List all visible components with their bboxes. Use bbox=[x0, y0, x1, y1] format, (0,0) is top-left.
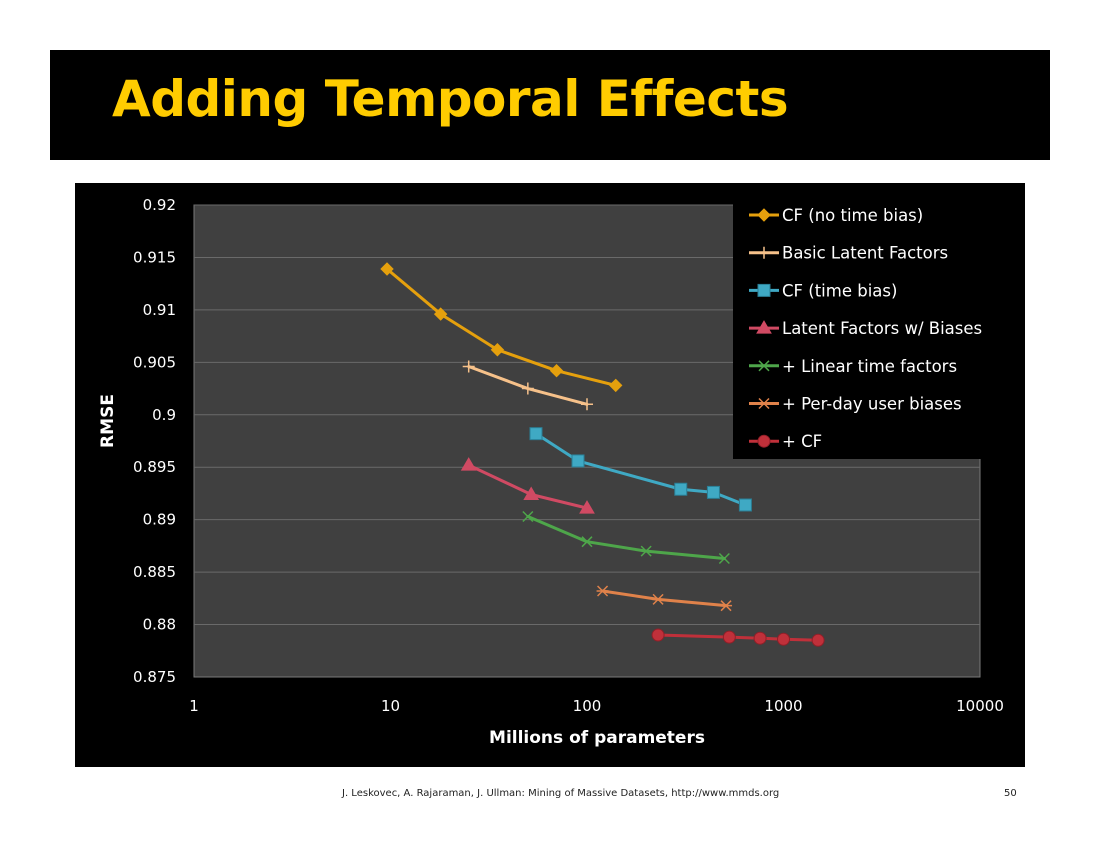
legend-marker bbox=[757, 434, 771, 448]
x-tick-label: 10 bbox=[381, 697, 400, 715]
data-point-series-3 bbox=[674, 482, 688, 496]
y-tick-label: 0.9 bbox=[152, 406, 176, 424]
legend-label: CF (no time bias) bbox=[782, 206, 923, 225]
x-tick-label: 1000 bbox=[764, 697, 802, 715]
y-tick-label: 0.91 bbox=[143, 301, 176, 319]
data-point-series-2 bbox=[462, 360, 475, 373]
chart-panel: 0.875 0.88 0.885 0.89 0.895 0.9 0.905 0.91 0.915… bbox=[75, 183, 1025, 767]
data-point-series-2 bbox=[581, 398, 593, 411]
footer-citation: J. Leskovec, A. Rajaraman, J. Ullman: Mi… bbox=[342, 788, 780, 799]
legend-marker bbox=[756, 320, 772, 334]
data-point-series-4 bbox=[460, 457, 477, 471]
slide-title: Adding Temporal Effects bbox=[112, 70, 789, 128]
legend-marker bbox=[758, 360, 770, 372]
data-point-series-4 bbox=[523, 486, 540, 500]
data-point-series-3 bbox=[571, 454, 585, 468]
title-bar bbox=[50, 50, 1050, 160]
data-point-series-5 bbox=[522, 510, 534, 523]
legend-marker bbox=[757, 208, 771, 222]
series-line-5 bbox=[526, 515, 726, 560]
legend-label: + Per-day user biases bbox=[782, 395, 962, 414]
data-point-series-1 bbox=[609, 378, 623, 393]
data-point-series-7 bbox=[753, 631, 767, 645]
y-tick-label: 0.875 bbox=[133, 668, 176, 686]
data-point-series-5 bbox=[581, 536, 593, 548]
legend-label: Latent Factors w/ Biases bbox=[782, 319, 982, 338]
rmse-line-chart: 0.875 0.88 0.885 0.89 0.895 0.9 0.905 0.91 0.915… bbox=[98, 196, 1015, 748]
data-point-series-4 bbox=[579, 500, 595, 514]
data-point-series-3 bbox=[738, 498, 752, 512]
data-point-series-5 bbox=[640, 545, 652, 557]
data-point-series-7 bbox=[722, 630, 736, 644]
data-point-series-2 bbox=[521, 382, 534, 395]
legend-label: + Linear time factors bbox=[782, 357, 957, 376]
y-tick-label: 0.88 bbox=[143, 616, 176, 634]
x-tick-label: 100 bbox=[573, 697, 602, 715]
data-point-series-1 bbox=[490, 343, 505, 357]
x-axis-label: Millions of parameters bbox=[489, 728, 705, 748]
legend-label: Basic Latent Factors bbox=[782, 244, 948, 263]
data-point-series-5 bbox=[718, 552, 730, 565]
data-point-series-3 bbox=[529, 427, 543, 441]
legend-marker bbox=[758, 397, 770, 410]
data-point-series-1 bbox=[433, 307, 448, 321]
legend-label: + CF bbox=[782, 432, 822, 451]
data-point-series-7 bbox=[651, 628, 665, 642]
data-point-series-7 bbox=[777, 632, 790, 646]
data-point-series-1 bbox=[380, 262, 394, 276]
y-tick-label: 0.89 bbox=[143, 511, 176, 529]
data-point-series-7 bbox=[811, 633, 825, 647]
y-axis-label: RMSE bbox=[98, 394, 118, 448]
y-tick-label: 0.895 bbox=[133, 458, 176, 476]
data-point-series-1 bbox=[549, 364, 564, 378]
data-point-series-6 bbox=[720, 600, 733, 612]
legend-marker bbox=[758, 246, 770, 259]
page-number: 50 bbox=[1004, 788, 1017, 799]
data-point-series-3 bbox=[706, 485, 720, 499]
y-tick-label: 0.915 bbox=[133, 248, 176, 266]
y-tick-label: 0.885 bbox=[133, 563, 176, 581]
data-point-series-6 bbox=[652, 593, 665, 605]
x-tick-label: 1 bbox=[189, 697, 199, 715]
data-point-series-6 bbox=[596, 585, 609, 597]
legend-marker bbox=[757, 283, 771, 297]
y-tick-label: 0.905 bbox=[133, 353, 176, 371]
x-tick-label: 10000 bbox=[956, 697, 1004, 715]
legend-label: CF (time bias) bbox=[782, 281, 897, 300]
legend-box bbox=[733, 197, 1015, 459]
y-tick-label: 0.92 bbox=[143, 196, 176, 214]
